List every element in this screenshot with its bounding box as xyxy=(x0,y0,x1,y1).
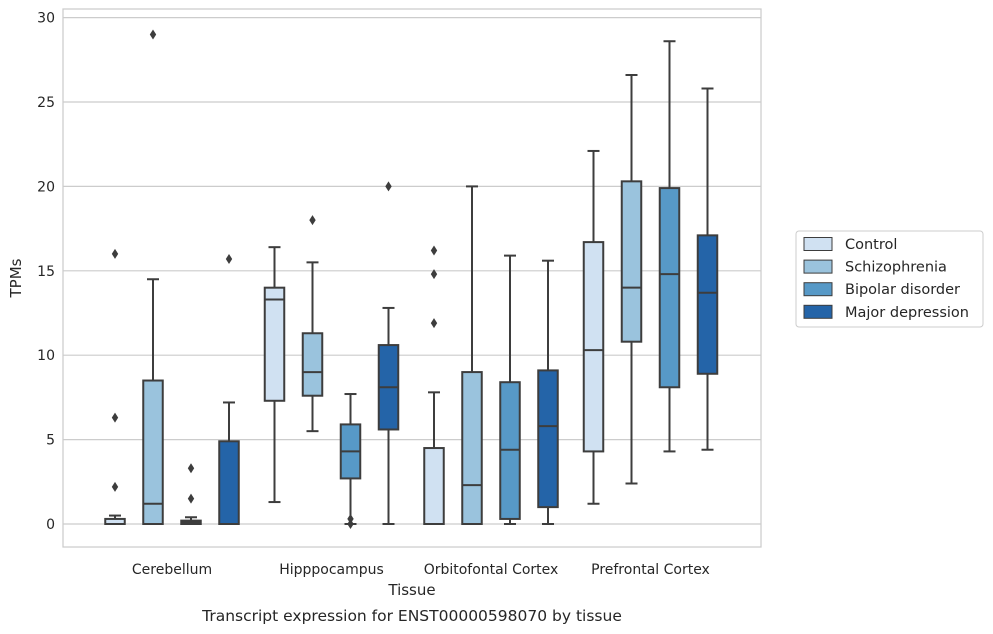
plot-area xyxy=(63,9,761,547)
box-control xyxy=(582,149,605,505)
outlier-point xyxy=(111,412,119,423)
legend-label: Bipolar disorder xyxy=(845,282,960,298)
iqr-box xyxy=(537,369,559,509)
box-schizophrenia xyxy=(301,215,324,433)
box-major-depression xyxy=(696,87,719,451)
outlier-point xyxy=(347,513,354,524)
box-bipolar-disorder xyxy=(499,254,521,525)
x-tick-label: Cerebellum xyxy=(132,562,212,578)
iqr-box xyxy=(696,234,719,375)
legend-swatch xyxy=(803,304,833,319)
box-control xyxy=(263,246,286,504)
legend-swatch xyxy=(803,259,833,274)
outlier-point xyxy=(430,269,438,280)
box-major-depression xyxy=(377,181,400,525)
boxes xyxy=(104,29,719,529)
iqr-box xyxy=(461,371,483,525)
outlier-point xyxy=(225,253,233,264)
legend-label: Control xyxy=(845,237,897,253)
box-bipolar-disorder xyxy=(339,393,362,529)
y-tick-labels: 0 5 10 15 20 25 30 xyxy=(37,11,55,533)
plot-frame xyxy=(62,8,762,548)
y-tick-label: 0 xyxy=(46,517,55,533)
outlier-point xyxy=(187,493,195,504)
y-axis-label: TPMs xyxy=(7,258,25,298)
legend-swatch xyxy=(803,282,833,297)
iqr-box xyxy=(582,241,605,453)
iqr-box xyxy=(142,379,164,525)
y-tick-label: 30 xyxy=(37,11,55,27)
box-schizophrenia xyxy=(461,185,483,525)
iqr-box xyxy=(218,440,240,525)
legend-swatch xyxy=(803,237,833,251)
y-tick-label: 15 xyxy=(37,264,55,280)
y-tick-label: 25 xyxy=(37,95,55,111)
outlier-point xyxy=(111,248,119,259)
outlier-point xyxy=(187,463,195,474)
box-major-depression xyxy=(218,253,240,525)
outlier-point xyxy=(347,519,354,529)
legend-frame xyxy=(795,230,984,328)
legend: Control Schizophrenia Bipolar disorder Majo… xyxy=(795,230,984,328)
x-tick-labels: Cerebellum Hipppocampus Orbitofontal Corte… xyxy=(132,562,710,578)
legend-label: Schizophrenia xyxy=(845,260,947,276)
iqr-box xyxy=(263,286,286,402)
box-major-depression xyxy=(537,259,559,525)
outlier-point xyxy=(149,29,157,40)
box-bipolar-disorder xyxy=(180,463,202,526)
outlier-point xyxy=(111,481,119,492)
box-control xyxy=(104,248,126,525)
x-tick-label: Orbitofontal Cortex xyxy=(424,562,559,578)
x-tick-label: Prefrontal Cortex xyxy=(591,562,710,578)
iqr-box xyxy=(658,187,681,389)
iqr-box xyxy=(423,447,445,526)
x-axis-label: Tissue xyxy=(387,581,435,599)
outlier-point xyxy=(309,215,316,226)
chart-caption: Transcript expression for ENST0000059807… xyxy=(201,607,622,625)
legend-label: Major depression xyxy=(845,305,969,321)
y-tick-label: 10 xyxy=(37,348,55,364)
iqr-box xyxy=(620,180,643,343)
box-control xyxy=(423,245,445,526)
box-schizophrenia xyxy=(142,29,164,525)
y-tick-label: 20 xyxy=(37,179,55,195)
outlier-point xyxy=(385,181,392,192)
outlier-point xyxy=(430,245,438,256)
box-schizophrenia xyxy=(620,73,643,485)
grid-lines xyxy=(63,17,761,525)
y-tick-label: 5 xyxy=(46,433,55,449)
outlier-point xyxy=(430,318,438,329)
box-bipolar-disorder xyxy=(658,40,681,453)
iqr-box xyxy=(301,332,324,397)
x-tick-label: Hipppocampus xyxy=(279,562,384,578)
